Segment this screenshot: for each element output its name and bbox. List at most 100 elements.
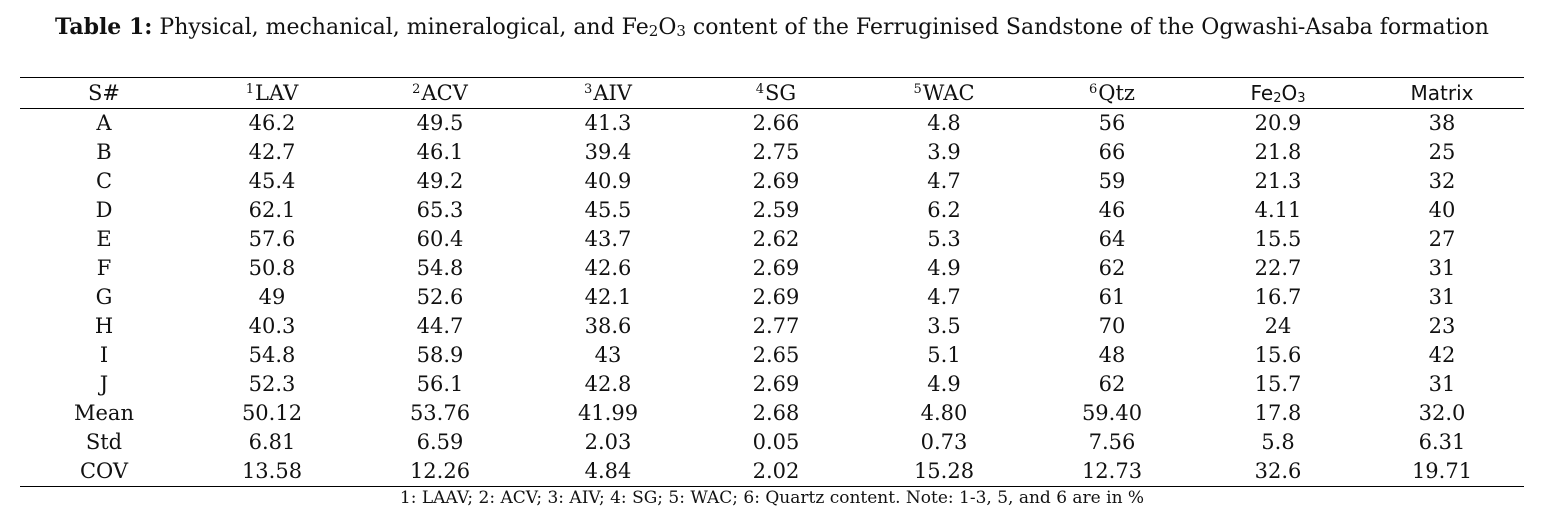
header-lav-sup: 1 <box>245 82 255 97</box>
header-sample: S# <box>20 78 188 109</box>
cell-sg: 2.59 <box>752 198 800 222</box>
table-row: C 45.4 49.2 40.9 2.69 4.7 59 21.3 32 <box>20 167 1524 196</box>
cell-lav: 13.58 <box>241 459 303 483</box>
cell-matrix: 42 <box>1428 343 1456 367</box>
cell-wac: 4.9 <box>927 372 961 396</box>
cell-lav: 6.81 <box>248 430 296 454</box>
cell-sg: 2.69 <box>752 285 800 309</box>
cell-sample: F <box>96 256 112 280</box>
cell-wac: 3.5 <box>927 314 961 338</box>
cell-wac: 4.7 <box>927 169 961 193</box>
header-sample-label: S# <box>88 81 120 105</box>
cell-sample: H <box>94 314 114 338</box>
cell-acv: 12.26 <box>409 459 471 483</box>
cell-qtz: 7.56 <box>1088 430 1136 454</box>
cell-acv: 49.5 <box>416 111 464 135</box>
cell-fe2o3: 21.8 <box>1254 140 1302 164</box>
cell-acv: 49.2 <box>416 169 464 193</box>
cell-sg: 2.62 <box>752 227 800 251</box>
cell-aiv: 42.1 <box>584 285 632 309</box>
cell-matrix: 40 <box>1428 198 1456 222</box>
cell-fe2o3: 16.7 <box>1254 285 1302 309</box>
header-lav-label: LAV <box>255 81 299 105</box>
header-fe2o3: Fe2O3 <box>1196 78 1360 109</box>
cell-acv: 52.6 <box>416 285 464 309</box>
header-qtz-sup: 6 <box>1088 82 1098 97</box>
table-row: B 42.7 46.1 39.4 2.75 3.9 66 21.8 25 <box>20 138 1524 167</box>
cell-qtz: 62 <box>1098 372 1126 396</box>
cell-wac: 4.7 <box>927 285 961 309</box>
header-aiv-sup: 3 <box>584 82 593 97</box>
header-sg-label: SG <box>765 81 797 105</box>
caption-subscript-2: 2 <box>648 22 659 40</box>
cell-lav: 52.3 <box>248 372 296 396</box>
cell-fe2o3: 4.11 <box>1254 198 1302 222</box>
cell-aiv: 45.5 <box>584 198 632 222</box>
caption-text-a: Physical, mechanical, mineralogical, and… <box>152 15 649 40</box>
cell-aiv: 2.03 <box>584 430 632 454</box>
table-caption: Table 1: Physical, mechanical, mineralog… <box>40 12 1504 43</box>
cell-qtz: 56 <box>1098 111 1126 135</box>
header-aiv: 3AIV <box>524 78 692 109</box>
table-row: A 46.2 49.5 41.3 2.66 4.8 56 20.9 38 <box>20 109 1524 139</box>
table-body: A 46.2 49.5 41.3 2.66 4.8 56 20.9 38 B 42.7 46.1 39.… <box>20 109 1524 487</box>
table-footnote: 1: LAAV; 2: ACV; 3: AIV; 4: SG; 5: WAC; … <box>399 488 1145 508</box>
cell-matrix: 6.31 <box>1418 430 1466 454</box>
table-row: I 54.8 58.9 43 2.65 5.1 48 15.6 42 <box>20 341 1524 370</box>
cell-aiv: 42.6 <box>584 256 632 280</box>
cell-lav: 49 <box>258 285 286 309</box>
cell-aiv: 43.7 <box>584 227 632 251</box>
cell-lav: 42.7 <box>248 140 296 164</box>
cell-lav: 40.3 <box>248 314 296 338</box>
cell-fe2o3: 15.6 <box>1254 343 1302 367</box>
cell-acv: 54.8 <box>416 256 464 280</box>
cell-matrix: 32 <box>1428 169 1456 193</box>
header-acv-sup: 2 <box>412 82 421 97</box>
cell-aiv: 41.99 <box>577 401 639 425</box>
header-matrix-label: Matrix <box>1410 81 1474 105</box>
cell-wac: 5.3 <box>927 227 961 251</box>
cell-acv: 53.76 <box>409 401 471 425</box>
cell-sample: I <box>99 343 109 367</box>
cell-matrix: 32.0 <box>1418 401 1466 425</box>
cell-acv: 6.59 <box>416 430 464 454</box>
cell-sg: 2.69 <box>752 372 800 396</box>
cell-matrix: 31 <box>1428 372 1456 396</box>
header-matrix: Matrix <box>1360 78 1524 109</box>
cell-fe2o3: 24 <box>1264 314 1292 338</box>
header-qtz-label: Qtz <box>1098 81 1135 105</box>
cell-qtz: 59 <box>1098 169 1126 193</box>
header-wac: 5WAC <box>860 78 1028 109</box>
header-qtz: 6Qtz <box>1028 78 1196 109</box>
table-row: G 49 52.6 42.1 2.69 4.7 61 16.7 31 <box>20 283 1524 312</box>
cell-matrix: 31 <box>1428 285 1456 309</box>
cell-qtz: 46 <box>1098 198 1126 222</box>
header-row: S# 1LAV 2ACV 3AIV 4SG 5WAC 6Qtz Fe2O3 Ma… <box>20 77 1524 109</box>
cell-wac: 15.28 <box>913 459 975 483</box>
header-sg: 4SG <box>692 78 860 109</box>
cell-wac: 4.9 <box>927 256 961 280</box>
cell-sample: A <box>96 111 112 135</box>
caption-subscript-3: 3 <box>676 22 686 40</box>
cell-fe2o3: 5.8 <box>1261 430 1295 454</box>
cell-acv: 65.3 <box>416 198 464 222</box>
cell-sg: 2.65 <box>752 343 800 367</box>
table-row: Std 6.81 6.59 2.03 0.05 0.73 7.56 5.8 6.31 <box>20 428 1524 457</box>
cell-lav: 50.8 <box>248 256 296 280</box>
cell-qtz: 61 <box>1098 285 1126 309</box>
cell-sample: Std <box>85 430 123 454</box>
cell-wac: 5.1 <box>927 343 961 367</box>
header-acv-label: ACV <box>421 81 468 105</box>
cell-aiv: 41.3 <box>584 111 632 135</box>
caption-text-c: content of the Ferruginised Sandstone of… <box>685 15 1489 40</box>
cell-sample: COV <box>79 459 129 483</box>
cell-lav: 54.8 <box>248 343 296 367</box>
header-acv: 2ACV <box>356 78 524 109</box>
cell-matrix: 19.71 <box>1411 459 1473 483</box>
table-row: F 50.8 54.8 42.6 2.69 4.9 62 22.7 31 <box>20 254 1524 283</box>
cell-sample: B <box>96 140 112 164</box>
header-sg-sup: 4 <box>755 82 765 97</box>
header-fe2o3-sub-2: 2 <box>1273 91 1282 106</box>
cell-fe2o3: 32.6 <box>1254 459 1302 483</box>
